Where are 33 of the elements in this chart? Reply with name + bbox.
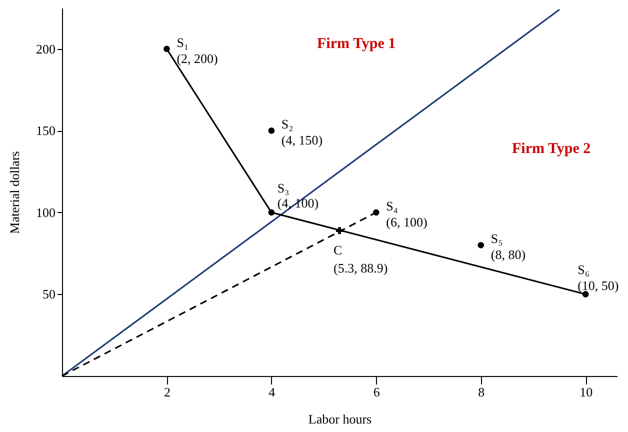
x-axis-title: Labor hours [308,412,372,426]
annotation: Firm Type 2 [512,141,591,157]
annotation: S₃ [277,180,290,196]
point [268,209,275,216]
annotation: (6, 100) [386,214,428,230]
y-tick-label: 200 [36,41,56,56]
annotation: (8, 80) [490,247,526,262]
point [268,128,275,134]
x-tick-label: 4 [268,384,276,400]
x-tick-label: 6 [373,384,380,400]
y-axis-title: Material dollars [7,151,22,234]
x-tick-label: 10 [580,384,593,400]
point [372,209,380,216]
annotation: S₁ [176,34,188,50]
annotation: C [334,242,342,258]
point [336,227,344,234]
annotation: (4, 100) [277,195,319,210]
annotation: S₅ [490,231,503,246]
annotation: S₆ [578,262,590,278]
y-tick-label: 100 [36,204,56,220]
point [164,46,170,52]
annotation: S₂ [281,116,294,132]
annotation: (10, 50) [578,278,619,294]
x-tick-label: 2 [164,384,170,400]
annotation: (2, 200) [176,50,218,66]
annotation: (5.3, 88.9) [334,260,388,276]
y-tick-label: 50 [42,286,56,302]
x-tick-label: 8 [478,384,485,400]
annotation: (4, 150) [281,132,323,148]
y-tick-label: 150 [36,123,56,138]
point [478,242,484,248]
annotation: Firm Type 1 [317,36,396,52]
annotation: S₄ [386,198,398,214]
